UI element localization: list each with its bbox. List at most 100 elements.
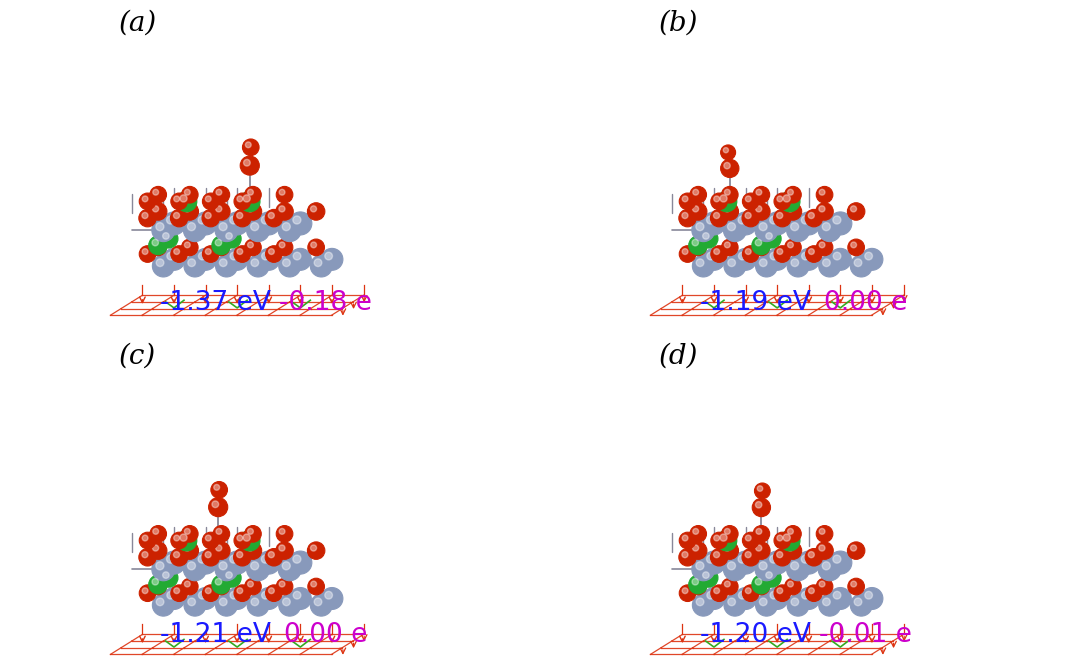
- Circle shape: [865, 591, 873, 599]
- Circle shape: [714, 535, 719, 541]
- Circle shape: [696, 562, 704, 570]
- Circle shape: [152, 190, 159, 195]
- Circle shape: [745, 249, 752, 255]
- Circle shape: [784, 542, 801, 559]
- Text: (d): (d): [659, 342, 699, 370]
- Circle shape: [181, 239, 198, 256]
- Circle shape: [152, 579, 159, 585]
- Circle shape: [692, 529, 699, 534]
- Circle shape: [198, 216, 206, 224]
- Circle shape: [157, 259, 164, 267]
- Circle shape: [816, 186, 833, 203]
- Circle shape: [257, 212, 281, 235]
- Circle shape: [721, 203, 739, 220]
- Circle shape: [692, 558, 715, 581]
- Circle shape: [181, 203, 199, 220]
- Circle shape: [808, 551, 814, 558]
- Circle shape: [199, 591, 206, 599]
- Circle shape: [266, 585, 282, 601]
- Circle shape: [234, 532, 251, 549]
- Circle shape: [208, 497, 228, 517]
- Circle shape: [724, 558, 746, 581]
- Circle shape: [745, 551, 752, 558]
- Circle shape: [703, 572, 710, 579]
- Circle shape: [766, 572, 772, 579]
- Circle shape: [214, 484, 219, 490]
- Circle shape: [724, 219, 746, 241]
- Circle shape: [171, 209, 188, 227]
- Circle shape: [755, 239, 761, 246]
- Circle shape: [188, 223, 195, 231]
- Circle shape: [679, 193, 696, 209]
- Circle shape: [269, 249, 274, 255]
- Circle shape: [219, 223, 227, 231]
- Circle shape: [724, 595, 746, 616]
- Circle shape: [819, 529, 825, 534]
- Circle shape: [798, 588, 820, 609]
- Circle shape: [683, 535, 688, 541]
- Circle shape: [679, 549, 697, 566]
- Circle shape: [257, 551, 281, 574]
- Circle shape: [752, 575, 770, 594]
- Circle shape: [742, 209, 759, 227]
- Circle shape: [188, 259, 195, 267]
- Circle shape: [784, 203, 801, 220]
- Circle shape: [242, 139, 259, 156]
- Circle shape: [725, 529, 730, 534]
- Circle shape: [226, 248, 248, 271]
- Circle shape: [787, 255, 809, 277]
- Circle shape: [756, 205, 761, 212]
- Circle shape: [237, 535, 243, 541]
- Circle shape: [797, 551, 821, 574]
- Circle shape: [166, 591, 175, 599]
- Circle shape: [755, 579, 761, 585]
- Circle shape: [202, 532, 219, 549]
- Circle shape: [258, 588, 280, 609]
- Circle shape: [163, 248, 185, 271]
- Circle shape: [756, 529, 761, 534]
- Circle shape: [211, 481, 228, 498]
- Circle shape: [851, 581, 856, 587]
- Circle shape: [828, 551, 852, 574]
- Circle shape: [690, 186, 706, 203]
- Circle shape: [184, 558, 206, 581]
- Circle shape: [819, 545, 825, 551]
- Circle shape: [692, 242, 699, 248]
- Circle shape: [266, 209, 283, 227]
- Circle shape: [806, 245, 822, 262]
- Circle shape: [171, 193, 188, 209]
- Circle shape: [143, 196, 148, 201]
- Circle shape: [233, 209, 251, 227]
- Circle shape: [766, 248, 788, 271]
- Circle shape: [202, 193, 219, 209]
- Circle shape: [293, 252, 301, 260]
- Circle shape: [243, 534, 251, 541]
- Circle shape: [251, 598, 258, 606]
- Circle shape: [293, 555, 301, 563]
- Circle shape: [759, 562, 767, 570]
- Circle shape: [163, 588, 185, 609]
- Circle shape: [233, 549, 251, 566]
- Circle shape: [199, 252, 206, 260]
- Circle shape: [279, 242, 285, 248]
- Circle shape: [261, 216, 269, 224]
- Circle shape: [755, 483, 770, 499]
- Circle shape: [222, 569, 241, 587]
- Circle shape: [861, 248, 882, 271]
- Circle shape: [215, 239, 221, 246]
- Circle shape: [188, 598, 195, 606]
- Circle shape: [213, 203, 230, 220]
- Circle shape: [690, 239, 706, 256]
- Circle shape: [762, 569, 781, 587]
- Circle shape: [711, 585, 728, 601]
- Circle shape: [139, 245, 156, 262]
- Circle shape: [700, 229, 718, 248]
- Circle shape: [261, 555, 269, 563]
- Circle shape: [774, 585, 791, 601]
- Circle shape: [724, 545, 730, 551]
- Circle shape: [156, 223, 164, 231]
- Circle shape: [162, 551, 186, 574]
- Circle shape: [798, 248, 820, 271]
- Circle shape: [174, 588, 179, 594]
- Circle shape: [681, 212, 688, 219]
